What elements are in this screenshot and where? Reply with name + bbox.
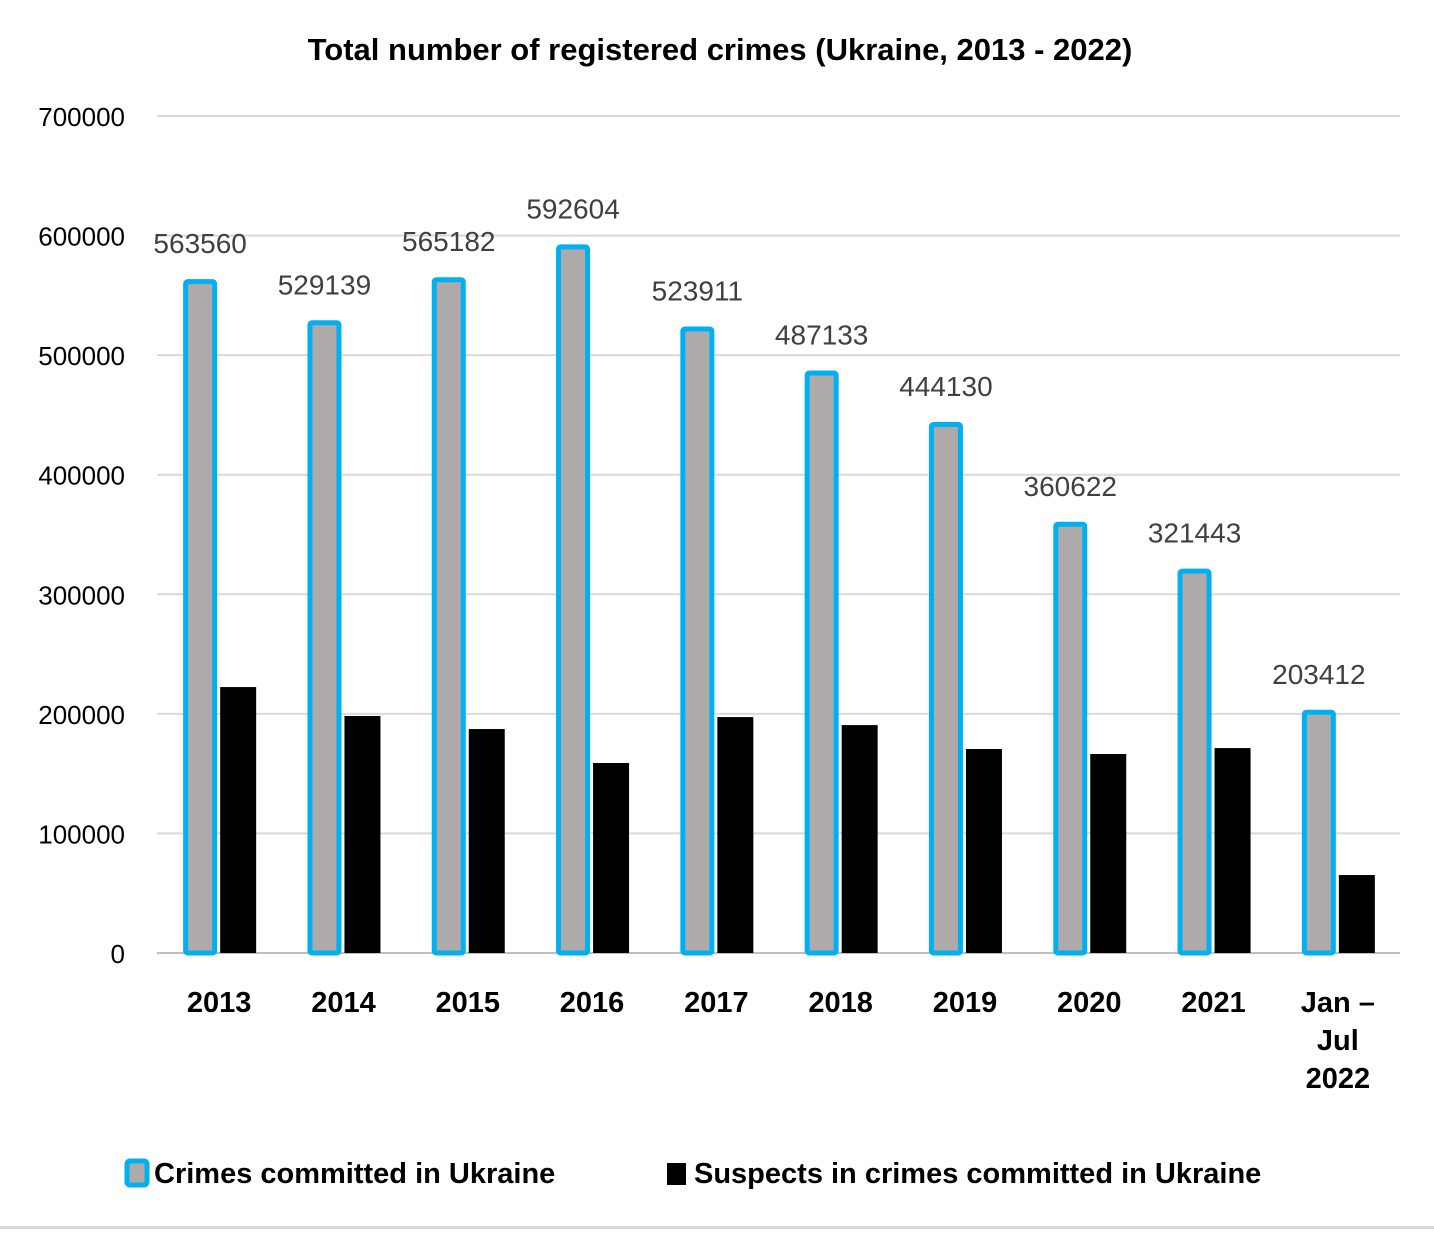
bottom-divider — [0, 1226, 1434, 1229]
bar-crimes — [307, 320, 342, 956]
bar-suspects — [1090, 754, 1127, 953]
bar-crimes — [928, 421, 963, 956]
legend-swatch-suspects — [667, 1163, 686, 1185]
bar-crimes — [1301, 709, 1336, 956]
data-label-crimes: 203412 — [1272, 659, 1365, 690]
x-tick-label: Jan – — [1301, 987, 1375, 1019]
bar-suspects — [717, 717, 754, 953]
legend-label-suspects: Suspects in crimes committed in Ukraine — [694, 1158, 1261, 1190]
bar-suspects — [965, 749, 1002, 953]
y-tick-label: 100000 — [38, 819, 125, 849]
x-tick-label: 2019 — [933, 987, 998, 1019]
y-tick-label: 500000 — [38, 341, 125, 371]
x-tick-label: 2015 — [435, 987, 500, 1019]
bar-crimes — [1177, 568, 1212, 956]
bar-suspects — [220, 687, 257, 953]
bar-crimes — [556, 244, 591, 956]
x-tick-label: 2018 — [808, 987, 873, 1019]
chart-title: Total number of registered crimes (Ukrai… — [308, 32, 1133, 67]
data-label-crimes: 487133 — [775, 320, 868, 351]
bar-crimes — [680, 326, 715, 956]
data-label-crimes: 360622 — [1024, 471, 1117, 502]
data-label-crimes: 444130 — [899, 371, 992, 402]
data-label-crimes: 565182 — [402, 226, 495, 257]
y-tick-label: 600000 — [38, 222, 125, 252]
x-tick-label: 2020 — [1057, 987, 1122, 1019]
data-label-crimes: 592604 — [526, 193, 619, 224]
bar-crimes — [431, 277, 466, 956]
x-tick-label: Jul — [1317, 1025, 1359, 1057]
y-tick-label: 0 — [111, 939, 125, 969]
data-label-crimes: 529139 — [278, 269, 371, 300]
x-tick-label: 2014 — [311, 987, 376, 1019]
x-tick-label: 2013 — [187, 987, 252, 1019]
y-tick-label: 300000 — [38, 580, 125, 610]
x-tick-label: 2016 — [560, 987, 625, 1019]
bar-suspects — [1338, 875, 1375, 953]
bar-crimes — [183, 279, 218, 956]
data-label-crimes: 563560 — [153, 228, 246, 259]
bar-suspects — [593, 763, 630, 953]
legend: Crimes committed in Ukraine Suspects in … — [124, 1158, 1261, 1190]
y-tick-label: 400000 — [38, 461, 125, 491]
data-labels: 563560 529139 565182 592604 523911 487133 4441… — [153, 193, 1365, 689]
x-tick-label: 2021 — [1181, 987, 1246, 1019]
x-tick-label: 2022 — [1306, 1063, 1371, 1095]
y-tick-label: 700000 — [38, 102, 125, 132]
y-tick-label: 200000 — [38, 700, 125, 730]
bar-suspects — [1214, 748, 1251, 953]
legend-swatch-crimes — [124, 1158, 150, 1188]
x-axis-ticks: 2013 2014 2015 2016 2017 2018 2019 2020 2021 Jan … — [187, 987, 1375, 1095]
y-axis-ticks: 0 100000 200000 300000 400000 500000 600000 700… — [38, 102, 125, 969]
legend-label-crimes: Crimes committed in Ukraine — [154, 1158, 555, 1190]
bar-suspects — [468, 729, 505, 953]
data-label-crimes: 321443 — [1148, 518, 1241, 549]
bar-crimes — [804, 370, 839, 956]
x-tick-label: 2017 — [684, 987, 749, 1019]
bar-suspects — [344, 716, 381, 953]
bar-crimes — [1053, 521, 1088, 956]
bar-suspects — [841, 725, 878, 953]
bars — [183, 244, 1375, 956]
data-label-crimes: 523911 — [652, 276, 743, 307]
